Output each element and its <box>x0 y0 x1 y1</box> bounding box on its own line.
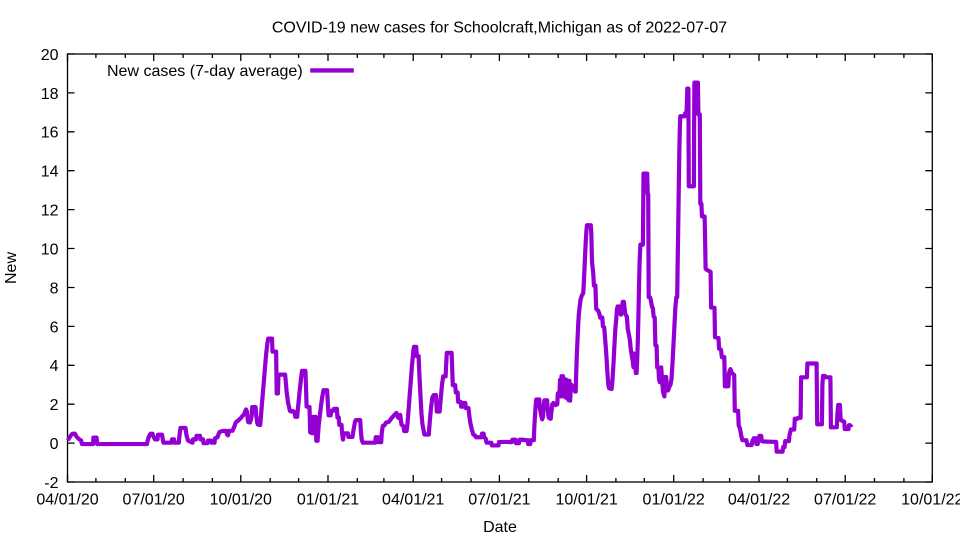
svg-text:10/01/22: 10/01/22 <box>901 491 960 508</box>
svg-text:10: 10 <box>41 241 59 258</box>
svg-text:10/01/20: 10/01/20 <box>210 491 272 508</box>
svg-text:04/01/20: 04/01/20 <box>36 491 98 508</box>
svg-text:07/01/20: 07/01/20 <box>123 491 185 508</box>
svg-text:01/01/21: 01/01/21 <box>297 491 359 508</box>
svg-text:New cases (7-day average): New cases (7-day average) <box>107 63 303 80</box>
svg-text:0: 0 <box>50 436 59 453</box>
svg-text:12: 12 <box>41 203 59 220</box>
svg-text:6: 6 <box>50 319 59 336</box>
svg-text:04/01/21: 04/01/21 <box>382 491 444 508</box>
svg-text:04/01/22: 04/01/22 <box>728 491 790 508</box>
svg-text:-2: -2 <box>44 475 58 492</box>
svg-text:4: 4 <box>50 358 59 375</box>
svg-text:14: 14 <box>41 164 59 181</box>
svg-text:07/01/22: 07/01/22 <box>814 491 876 508</box>
svg-text:20: 20 <box>41 47 59 64</box>
svg-text:10/01/21: 10/01/21 <box>555 491 617 508</box>
svg-text:Date: Date <box>483 519 517 536</box>
svg-text:07/01/21: 07/01/21 <box>468 491 530 508</box>
svg-text:2: 2 <box>50 397 59 414</box>
svg-text:COVID-19 new cases for Schoolc: COVID-19 new cases for Schoolcraft,Michi… <box>272 20 727 37</box>
svg-text:18: 18 <box>41 86 59 103</box>
svg-text:New: New <box>3 252 20 284</box>
svg-text:16: 16 <box>41 125 59 142</box>
svg-text:01/01/22: 01/01/22 <box>643 491 705 508</box>
svg-text:8: 8 <box>50 280 59 297</box>
